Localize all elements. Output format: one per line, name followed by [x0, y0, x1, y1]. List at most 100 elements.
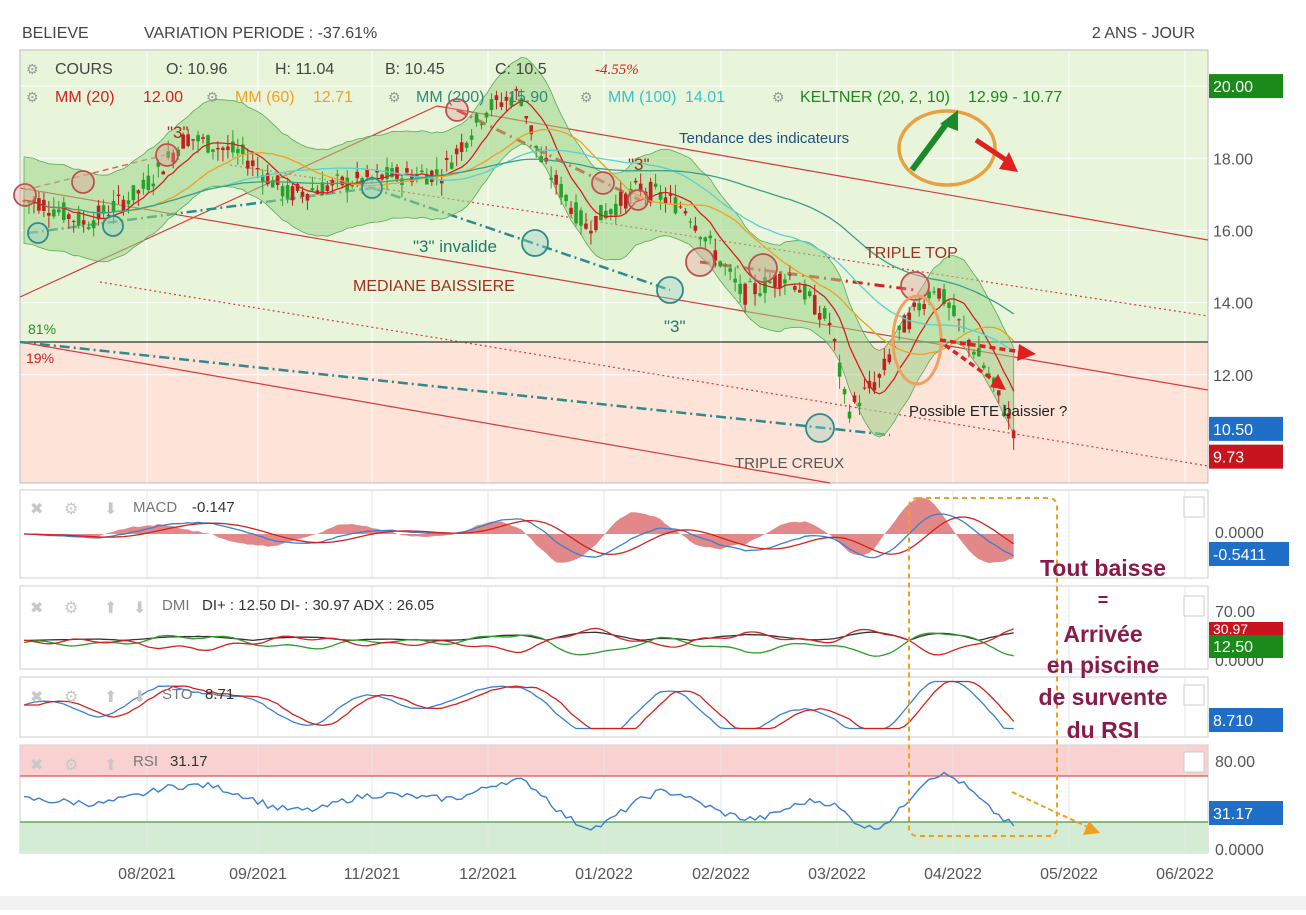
panel-checkbox[interactable] [1183, 595, 1205, 617]
candle-body [241, 144, 245, 155]
candle-body [609, 209, 613, 215]
candle-body [86, 227, 91, 230]
gear-icon[interactable]: ⚙ [388, 89, 401, 105]
rsi-axis-top: 80.00 [1215, 754, 1255, 771]
gear-icon[interactable]: ⚙ [64, 689, 78, 706]
mm200-line [43, 158, 1015, 315]
panel-checkbox[interactable] [1183, 751, 1205, 773]
tendance-label: Tendance des indicateurs [679, 130, 849, 147]
candle-body [166, 151, 171, 158]
gear-icon[interactable]: ⚙ [64, 757, 78, 774]
svg-text:Arrivée: Arrivée [1063, 621, 1142, 647]
candle-body [857, 402, 862, 407]
macd-axis-badge: -0.5411 [1213, 547, 1266, 564]
down-arrow-icon[interactable]: ⬇ [133, 689, 146, 706]
candle-body [524, 116, 529, 119]
gear-icon[interactable]: ⚙ [580, 89, 593, 105]
close-icon[interactable]: ✖ [30, 689, 43, 706]
candle-body [245, 160, 250, 169]
gear-icon[interactable]: ⚙ [26, 61, 39, 77]
candle-body [668, 193, 673, 196]
gear-icon[interactable]: ⚙ [772, 89, 785, 105]
candle-body [22, 200, 26, 202]
candle-body [181, 134, 185, 149]
sto-label: STO [162, 686, 193, 703]
candle-body [464, 142, 469, 148]
candle-body [688, 221, 693, 223]
candle-body [1011, 430, 1016, 439]
candle-body [439, 179, 444, 184]
sto-d-line [24, 680, 1015, 730]
candle-body [957, 319, 961, 321]
candle-body [76, 211, 81, 226]
close-icon[interactable]: ✖ [30, 501, 43, 518]
close-icon[interactable]: ✖ [30, 757, 43, 774]
close-icon[interactable]: ✖ [30, 600, 43, 617]
candle-body [355, 171, 360, 179]
candle-body [932, 291, 936, 293]
candle-body [778, 273, 782, 289]
candle-body [250, 160, 255, 167]
candle-body [449, 162, 454, 169]
panel-checkbox[interactable] [1183, 684, 1205, 706]
gear-icon[interactable]: ⚙ [26, 89, 39, 105]
gear-icon[interactable]: ⚙ [64, 501, 78, 518]
candle-body [47, 212, 51, 216]
candle-body [618, 191, 623, 206]
candle-body [57, 209, 61, 213]
side-note: Tout baisse = Arrivée en piscine de surv… [1038, 555, 1167, 743]
candle-body [151, 183, 156, 187]
panel-checkbox[interactable] [1183, 496, 1205, 518]
candle-body [1006, 413, 1011, 419]
svg-text:en piscine: en piscine [1047, 652, 1159, 678]
sto-axis-badge: 8.710 [1213, 713, 1253, 730]
candle-body [952, 305, 956, 317]
highlight-box [908, 497, 1058, 837]
candle-body [116, 194, 121, 197]
rsi-axis-badge: 31.17 [1213, 806, 1253, 823]
price-tick: 12.00 [1213, 368, 1253, 385]
down-arrow-icon [974, 137, 1008, 163]
candle-body [768, 281, 772, 283]
up-arrow-icon[interactable]: ⬆ [104, 689, 117, 706]
down-arrow-icon[interactable]: ⬇ [104, 501, 117, 518]
candle-body [718, 261, 723, 267]
down-arrow-icon[interactable]: ⬇ [133, 600, 146, 617]
candle-body [161, 171, 166, 175]
candle-body [673, 197, 678, 214]
candle-body [638, 183, 643, 192]
legend: ⚙ COURS O: 10.96 H: 11.04 B: 10.45 C: 10… [26, 61, 1062, 106]
pct-19-label: 19% [26, 350, 54, 366]
up-arrow-icon[interactable]: ⬆ [104, 757, 117, 774]
macd-value: -0.147 [192, 499, 235, 516]
candle-body [604, 210, 608, 219]
ticker-label: BELIEVE [22, 25, 89, 42]
period-label[interactable]: 2 ANS - JOUR [1092, 25, 1195, 42]
gear-icon[interactable]: ⚙ [64, 600, 78, 617]
candle-body [996, 390, 1001, 396]
candle-body [703, 237, 708, 242]
candle-body [325, 185, 330, 191]
up-arrow-icon[interactable]: ⬆ [104, 600, 117, 617]
mm60-line [73, 128, 1015, 356]
rsi-line [23, 771, 1015, 831]
candle-body [887, 354, 892, 363]
candle-body [196, 135, 200, 142]
dmi-panel: ✖ ⚙ ⬆ ⬇ DMI DI+ : 12.50 DI- : 30.97 ADX … [19, 585, 1283, 670]
candle-body [320, 182, 325, 196]
candle-body [489, 99, 494, 110]
dmi-value: DI+ : 12.50 DI- : 30.97 ADX : 26.05 [202, 597, 434, 614]
dotted-line-2 [99, 281, 1209, 467]
mm200-value: 15.90 [508, 89, 548, 106]
candle-body [788, 274, 792, 276]
candle-body [479, 123, 484, 126]
sto-value: 8.71 [205, 686, 234, 703]
stop-level-badge: 9.73 [1213, 450, 1244, 467]
gear-icon[interactable]: ⚙ [206, 89, 219, 105]
candle-body [658, 191, 663, 200]
candle-body [529, 125, 534, 135]
candle-body [738, 283, 742, 295]
candle-body [633, 180, 638, 183]
x-tick-label: 11/2021 [344, 866, 401, 883]
pct-81-label: 81% [28, 321, 56, 337]
